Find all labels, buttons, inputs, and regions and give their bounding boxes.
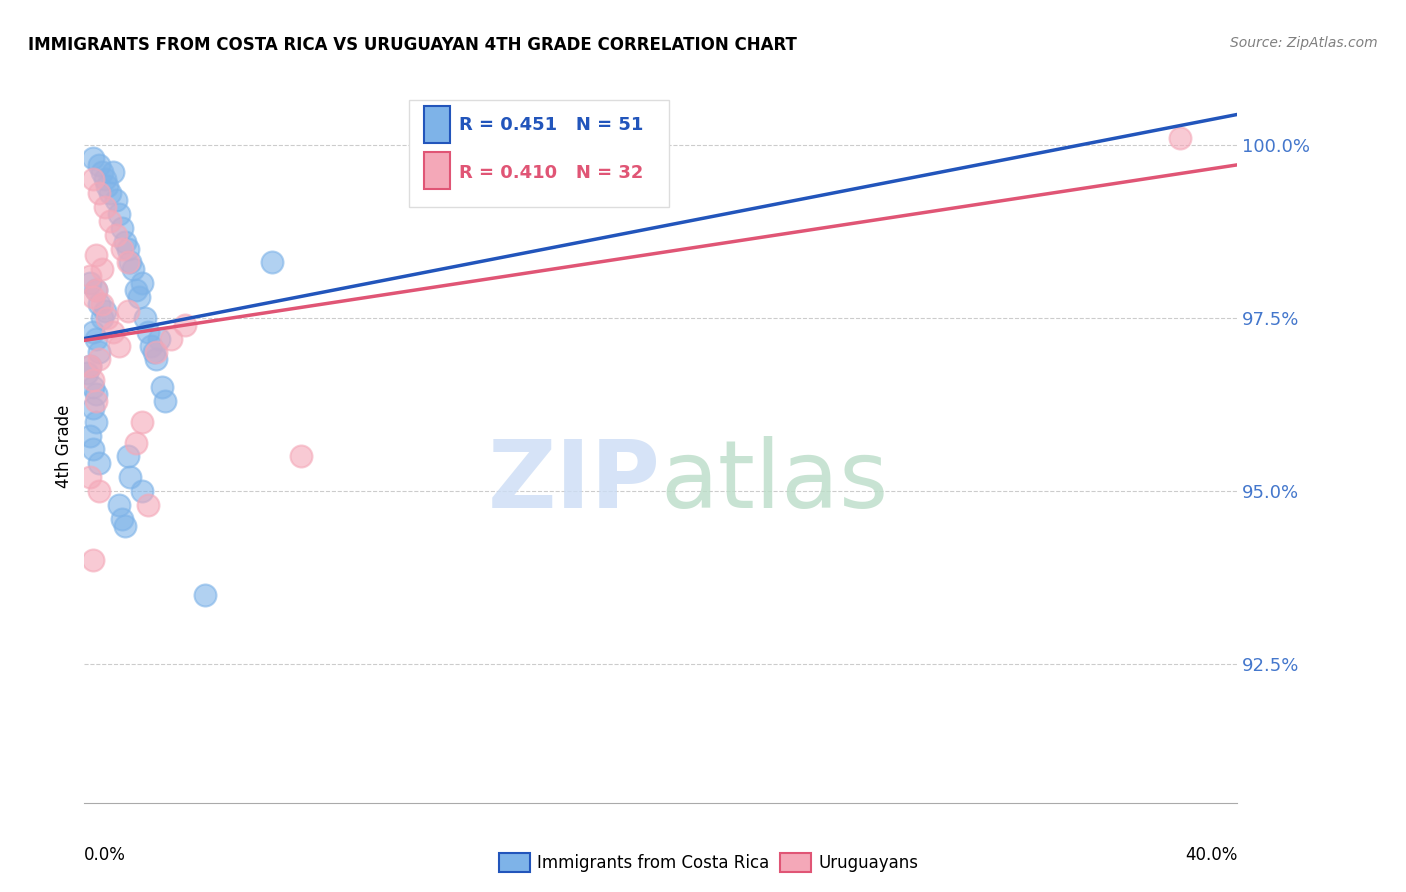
Point [145, 345, 167, 359]
Point [96, 179, 118, 194]
Point [98, 214, 121, 228]
Point [87, 352, 110, 367]
Point [131, 276, 153, 290]
Y-axis label: 4th Grade: 4th Grade [55, 404, 73, 488]
Text: 40.0%: 40.0% [1185, 846, 1237, 863]
Point [84, 387, 107, 401]
Text: Uruguayans: Uruguayans [818, 854, 918, 871]
Point [79, 470, 101, 484]
Point [90, 262, 112, 277]
Point [82, 373, 104, 387]
Text: ZIP: ZIP [488, 435, 661, 528]
Point [128, 290, 150, 304]
Point [82, 442, 104, 457]
Point [117, 255, 139, 269]
Point [87, 297, 110, 311]
Point [136, 498, 159, 512]
Point [103, 325, 124, 339]
Point [105, 193, 128, 207]
Point [260, 255, 283, 269]
Point [150, 380, 173, 394]
Point [117, 450, 139, 464]
Point [139, 338, 162, 352]
FancyBboxPatch shape [409, 100, 669, 207]
Point [105, 227, 128, 242]
Bar [425, 152, 450, 189]
Point [125, 283, 148, 297]
Point [93, 304, 115, 318]
Point [90, 165, 112, 179]
Point [153, 394, 176, 409]
Point [108, 338, 131, 352]
Point [120, 255, 142, 269]
Point [84, 394, 107, 409]
Point [82, 380, 104, 394]
Point [103, 165, 124, 179]
Point [194, 588, 217, 602]
Point [111, 220, 134, 235]
Point [76, 366, 98, 380]
Point [82, 152, 104, 166]
Point [117, 242, 139, 256]
Point [79, 359, 101, 374]
Point [174, 318, 197, 332]
Point [136, 325, 159, 339]
Text: Immigrants from Costa Rica: Immigrants from Costa Rica [537, 854, 769, 871]
Point [131, 483, 153, 498]
Bar [425, 105, 450, 143]
Point [98, 186, 121, 201]
Point [122, 262, 145, 277]
Point [84, 283, 107, 297]
Point [90, 297, 112, 311]
Point [96, 310, 118, 325]
Point [108, 207, 131, 221]
Point [93, 172, 115, 186]
Point [142, 345, 165, 359]
Text: IMMIGRANTS FROM COSTA RICA VS URUGUAYAN 4TH GRADE CORRELATION CHART: IMMIGRANTS FROM COSTA RICA VS URUGUAYAN … [28, 36, 797, 54]
Point [82, 290, 104, 304]
Point [84, 283, 107, 297]
Point [160, 332, 183, 346]
Point [84, 332, 107, 346]
Text: R = 0.451   N = 51: R = 0.451 N = 51 [460, 116, 644, 134]
Point [148, 332, 170, 346]
Point [120, 470, 142, 484]
Point [117, 304, 139, 318]
Point [134, 310, 156, 325]
Point [290, 450, 312, 464]
Point [84, 248, 107, 262]
Point [111, 242, 134, 256]
Point [87, 186, 110, 201]
Point [79, 269, 101, 284]
Point [82, 172, 104, 186]
Point [82, 553, 104, 567]
Point [82, 401, 104, 415]
Point [87, 158, 110, 172]
Point [82, 325, 104, 339]
Point [87, 483, 110, 498]
Point [79, 428, 101, 442]
Point [79, 359, 101, 374]
Point [84, 415, 107, 429]
Text: atlas: atlas [661, 435, 889, 528]
Point [145, 352, 167, 367]
Point [93, 200, 115, 214]
Point [114, 518, 136, 533]
Point [79, 276, 101, 290]
Point [477, 158, 499, 172]
Point [87, 456, 110, 470]
Point [111, 512, 134, 526]
Point [90, 310, 112, 325]
Point [125, 435, 148, 450]
Point [1168, 130, 1191, 145]
Point [114, 235, 136, 249]
Point [108, 498, 131, 512]
Text: 0.0%: 0.0% [84, 846, 127, 863]
Text: Source: ZipAtlas.com: Source: ZipAtlas.com [1230, 36, 1378, 50]
Point [131, 415, 153, 429]
Point [87, 345, 110, 359]
Text: R = 0.410   N = 32: R = 0.410 N = 32 [460, 164, 644, 182]
